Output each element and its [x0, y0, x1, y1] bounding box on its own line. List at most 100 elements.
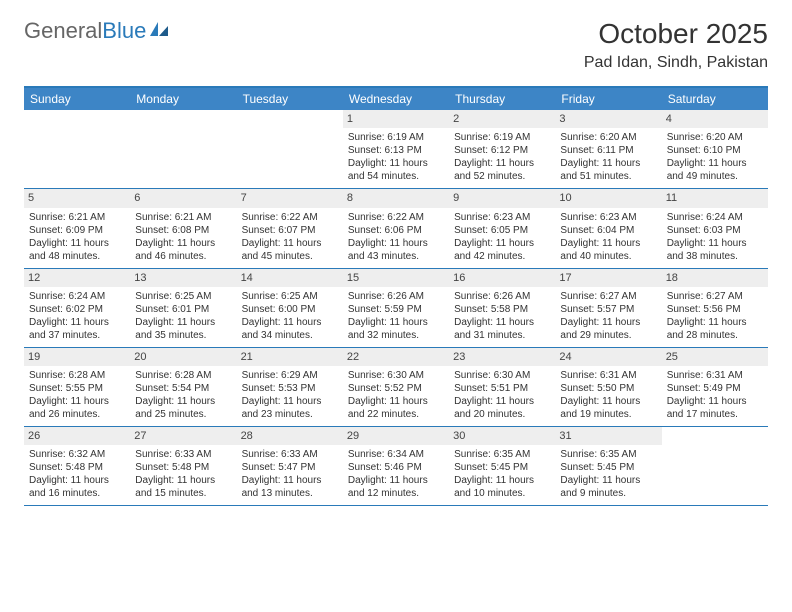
sunrise-text: Sunrise: 6:35 AM — [560, 448, 656, 461]
day-cell: 22Sunrise: 6:30 AMSunset: 5:52 PMDayligh… — [343, 348, 449, 426]
day-number: 19 — [24, 348, 130, 366]
day-cell: 20Sunrise: 6:28 AMSunset: 5:54 PMDayligh… — [130, 348, 236, 426]
sunrise-text: Sunrise: 6:24 AM — [667, 211, 763, 224]
sunrise-text: Sunrise: 6:34 AM — [348, 448, 444, 461]
daylight-text: Daylight: 11 hours and 26 minutes. — [29, 395, 125, 421]
day-cell: 23Sunrise: 6:30 AMSunset: 5:51 PMDayligh… — [449, 348, 555, 426]
day-cell: 17Sunrise: 6:27 AMSunset: 5:57 PMDayligh… — [555, 269, 661, 347]
day-number: 12 — [24, 269, 130, 287]
day-number: 26 — [24, 427, 130, 445]
sunrise-text: Sunrise: 6:21 AM — [135, 211, 231, 224]
day-cell: 24Sunrise: 6:31 AMSunset: 5:50 PMDayligh… — [555, 348, 661, 426]
daylight-text: Daylight: 11 hours and 12 minutes. — [348, 474, 444, 500]
sunrise-text: Sunrise: 6:25 AM — [135, 290, 231, 303]
daylight-text: Daylight: 11 hours and 32 minutes. — [348, 316, 444, 342]
location-text: Pad Idan, Sindh, Pakistan — [584, 54, 768, 72]
day-cell: 8Sunrise: 6:22 AMSunset: 6:06 PMDaylight… — [343, 189, 449, 267]
title-block: October 2025 Pad Idan, Sindh, Pakistan — [584, 18, 768, 72]
day-cell: 15Sunrise: 6:26 AMSunset: 5:59 PMDayligh… — [343, 269, 449, 347]
daylight-text: Daylight: 11 hours and 22 minutes. — [348, 395, 444, 421]
sunset-text: Sunset: 6:02 PM — [29, 303, 125, 316]
sunrise-text: Sunrise: 6:30 AM — [348, 369, 444, 382]
daylight-text: Daylight: 11 hours and 54 minutes. — [348, 157, 444, 183]
sunrise-text: Sunrise: 6:30 AM — [454, 369, 550, 382]
logo: GeneralBlue — [24, 18, 170, 44]
sunrise-text: Sunrise: 6:29 AM — [242, 369, 338, 382]
daylight-text: Daylight: 11 hours and 29 minutes. — [560, 316, 656, 342]
daylight-text: Daylight: 11 hours and 48 minutes. — [29, 237, 125, 263]
day-number: 11 — [662, 189, 768, 207]
sunrise-text: Sunrise: 6:19 AM — [454, 131, 550, 144]
day-cell: 25Sunrise: 6:31 AMSunset: 5:49 PMDayligh… — [662, 348, 768, 426]
daylight-text: Daylight: 11 hours and 38 minutes. — [667, 237, 763, 263]
sunrise-text: Sunrise: 6:26 AM — [348, 290, 444, 303]
logo-text-blue: Blue — [102, 18, 146, 44]
day-number: 20 — [130, 348, 236, 366]
sunset-text: Sunset: 6:07 PM — [242, 224, 338, 237]
day-cell: 26Sunrise: 6:32 AMSunset: 5:48 PMDayligh… — [24, 427, 130, 505]
week-row: 1Sunrise: 6:19 AMSunset: 6:13 PMDaylight… — [24, 110, 768, 189]
day-number: 1 — [343, 110, 449, 128]
day-cell — [237, 110, 343, 188]
daylight-text: Daylight: 11 hours and 19 minutes. — [560, 395, 656, 421]
sunrise-text: Sunrise: 6:21 AM — [29, 211, 125, 224]
day-number: 18 — [662, 269, 768, 287]
day-number: 10 — [555, 189, 661, 207]
sunset-text: Sunset: 5:45 PM — [454, 461, 550, 474]
daylight-text: Daylight: 11 hours and 42 minutes. — [454, 237, 550, 263]
day-number: 31 — [555, 427, 661, 445]
day-cell: 7Sunrise: 6:22 AMSunset: 6:07 PMDaylight… — [237, 189, 343, 267]
daylight-text: Daylight: 11 hours and 31 minutes. — [454, 316, 550, 342]
sunrise-text: Sunrise: 6:33 AM — [135, 448, 231, 461]
day-cell: 27Sunrise: 6:33 AMSunset: 5:48 PMDayligh… — [130, 427, 236, 505]
sunrise-text: Sunrise: 6:23 AM — [454, 211, 550, 224]
daylight-text: Daylight: 11 hours and 20 minutes. — [454, 395, 550, 421]
daylight-text: Daylight: 11 hours and 23 minutes. — [242, 395, 338, 421]
daylight-text: Daylight: 11 hours and 43 minutes. — [348, 237, 444, 263]
day-cell: 19Sunrise: 6:28 AMSunset: 5:55 PMDayligh… — [24, 348, 130, 426]
header: GeneralBlue October 2025 Pad Idan, Sindh… — [0, 0, 792, 80]
daylight-text: Daylight: 11 hours and 13 minutes. — [242, 474, 338, 500]
sunrise-text: Sunrise: 6:32 AM — [29, 448, 125, 461]
day-cell: 30Sunrise: 6:35 AMSunset: 5:45 PMDayligh… — [449, 427, 555, 505]
day-cell: 4Sunrise: 6:20 AMSunset: 6:10 PMDaylight… — [662, 110, 768, 188]
day-header-row: SundayMondayTuesdayWednesdayThursdayFrid… — [24, 88, 768, 110]
month-title: October 2025 — [584, 18, 768, 50]
daylight-text: Daylight: 11 hours and 51 minutes. — [560, 157, 656, 183]
day-number: 27 — [130, 427, 236, 445]
sunrise-text: Sunrise: 6:19 AM — [348, 131, 444, 144]
sunset-text: Sunset: 6:03 PM — [667, 224, 763, 237]
sunrise-text: Sunrise: 6:33 AM — [242, 448, 338, 461]
day-header: Tuesday — [237, 88, 343, 110]
week-row: 5Sunrise: 6:21 AMSunset: 6:09 PMDaylight… — [24, 189, 768, 268]
day-number: 3 — [555, 110, 661, 128]
daylight-text: Daylight: 11 hours and 17 minutes. — [667, 395, 763, 421]
day-number: 28 — [237, 427, 343, 445]
sunset-text: Sunset: 6:11 PM — [560, 144, 656, 157]
sunset-text: Sunset: 5:58 PM — [454, 303, 550, 316]
sunrise-text: Sunrise: 6:31 AM — [667, 369, 763, 382]
sunrise-text: Sunrise: 6:25 AM — [242, 290, 338, 303]
week-row: 19Sunrise: 6:28 AMSunset: 5:55 PMDayligh… — [24, 348, 768, 427]
sunrise-text: Sunrise: 6:27 AM — [667, 290, 763, 303]
sunrise-text: Sunrise: 6:20 AM — [560, 131, 656, 144]
daylight-text: Daylight: 11 hours and 49 minutes. — [667, 157, 763, 183]
sunset-text: Sunset: 6:00 PM — [242, 303, 338, 316]
daylight-text: Daylight: 11 hours and 45 minutes. — [242, 237, 338, 263]
day-number: 4 — [662, 110, 768, 128]
sunset-text: Sunset: 5:54 PM — [135, 382, 231, 395]
sunrise-text: Sunrise: 6:27 AM — [560, 290, 656, 303]
sunset-text: Sunset: 6:13 PM — [348, 144, 444, 157]
sunset-text: Sunset: 6:06 PM — [348, 224, 444, 237]
sunset-text: Sunset: 6:10 PM — [667, 144, 763, 157]
day-number: 30 — [449, 427, 555, 445]
day-cell: 12Sunrise: 6:24 AMSunset: 6:02 PMDayligh… — [24, 269, 130, 347]
sunset-text: Sunset: 5:49 PM — [667, 382, 763, 395]
sunset-text: Sunset: 5:53 PM — [242, 382, 338, 395]
sunrise-text: Sunrise: 6:31 AM — [560, 369, 656, 382]
sunset-text: Sunset: 5:46 PM — [348, 461, 444, 474]
daylight-text: Daylight: 11 hours and 34 minutes. — [242, 316, 338, 342]
day-cell: 16Sunrise: 6:26 AMSunset: 5:58 PMDayligh… — [449, 269, 555, 347]
sunset-text: Sunset: 5:57 PM — [560, 303, 656, 316]
daylight-text: Daylight: 11 hours and 40 minutes. — [560, 237, 656, 263]
